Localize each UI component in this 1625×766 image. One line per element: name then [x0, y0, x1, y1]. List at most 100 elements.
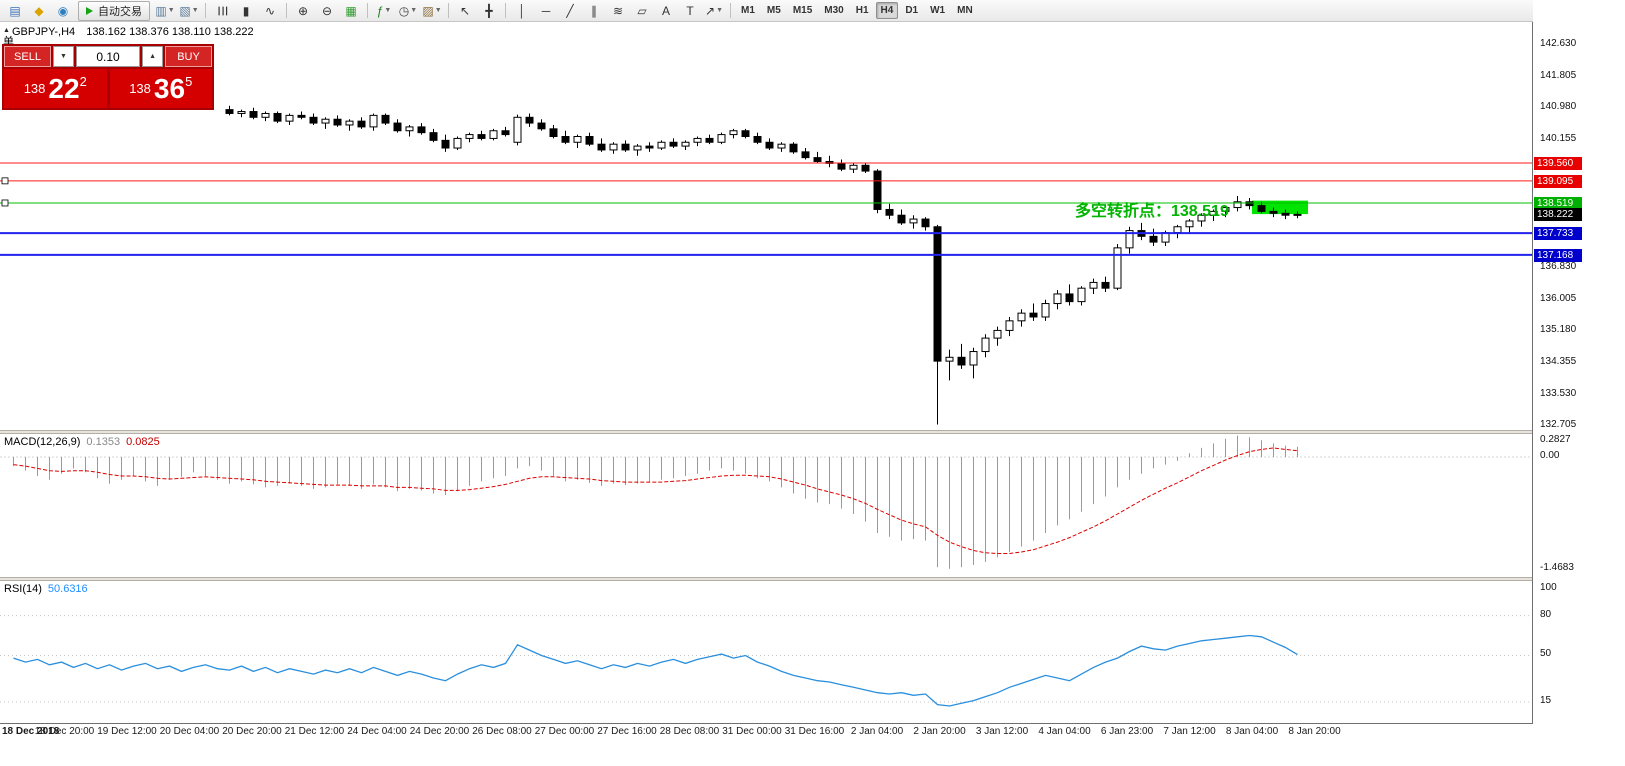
time-axis-label: 19 Dec 12:00 [97, 726, 157, 737]
crosshair-icon: ╋ [485, 3, 493, 18]
time-axis-label: 8 Jan 20:00 [1288, 726, 1341, 737]
timeframe-button-d1[interactable]: D1 [905, 5, 919, 16]
shapes-icon: ▱ [637, 3, 647, 18]
price-axis-label: 136.005 [1540, 292, 1577, 304]
label-icon: T [686, 3, 694, 18]
tile-windows-icon[interactable]: ▦ [340, 1, 362, 21]
toolbar-separator [730, 3, 731, 18]
price-axis-badge: 137.733 [1534, 227, 1582, 241]
price-axis-label: 135.180 [1540, 324, 1577, 336]
candles-chart-icon[interactable]: ▮ [235, 1, 257, 21]
timeframe-button-w1[interactable]: W1 [930, 5, 946, 16]
price-axis-badge: 137.168 [1534, 248, 1582, 262]
price-axis-label: 133.530 [1540, 387, 1577, 399]
price-axis-label: 0.00 [1540, 450, 1560, 461]
timeframe-button-h4[interactable]: H4 [875, 2, 899, 19]
hline-icon[interactable]: ─ [535, 1, 557, 21]
vline-icon: │ [518, 3, 526, 18]
templates-icon: ▨ [422, 3, 434, 18]
bid-prefix: 138 [23, 81, 46, 96]
sell-button[interactable]: SELL [4, 46, 51, 67]
vline-icon[interactable]: │ [511, 1, 533, 21]
timeframe-button-mn[interactable]: MN [957, 5, 973, 16]
arrows-icon[interactable]: ↗ ▼ [703, 1, 725, 21]
autotrading-button[interactable]: 自动交易 [78, 0, 150, 21]
indicators-icon[interactable]: ƒ ▼ [373, 1, 395, 21]
label-icon[interactable]: T [679, 1, 701, 21]
panel-splitter[interactable] [0, 430, 1625, 434]
autotrading-label: 自动交易 [98, 5, 142, 18]
chevron-up-icon: ▲ [149, 53, 156, 60]
toolbar-separator [367, 3, 368, 18]
panel-splitter[interactable] [0, 577, 1625, 581]
chart-ohlc-header: GBPJPY-,H4 138.162 138.376 138.110 138.2… [12, 26, 254, 38]
profiles-icon: ▧ [179, 3, 191, 18]
zoom-out-icon[interactable]: ⊖ [316, 1, 338, 21]
timeframe-button-m5[interactable]: M5 [766, 5, 781, 16]
profiles-icon[interactable]: ▧ ▼ [178, 1, 200, 21]
time-axis-label: 2 Jan 04:00 [850, 726, 904, 737]
trendline-icon: ╱ [566, 3, 574, 18]
timeframe-button-m30[interactable]: M30 [824, 5, 844, 16]
price-axis-badge: 139.560 [1534, 157, 1582, 170]
periods-icon[interactable]: ◷ ▼ [397, 1, 419, 21]
bid-pip-digit: 2 [79, 74, 87, 89]
trendline-icon[interactable]: ╱ [559, 1, 581, 21]
zoom-in-icon[interactable]: ⊕ [292, 1, 314, 21]
timeframe-button-m15[interactable]: M15 [792, 5, 813, 16]
rsi-indicator-canvas[interactable] [0, 581, 1532, 723]
price-axis-label: 132.705 [1540, 419, 1577, 431]
line-chart-icon[interactable]: ∿ [259, 1, 281, 21]
crosshair-icon[interactable]: ╋ [478, 1, 500, 21]
metaeditor-icon[interactable]: ◆ [28, 1, 50, 21]
bars-chart-icon[interactable]: ☰ [211, 1, 233, 21]
sell-price-button[interactable]: 138 22 2 [4, 69, 107, 108]
chevron-down-icon: ▼ [410, 7, 418, 14]
shapes-icon[interactable]: ▱ [631, 1, 653, 21]
community-icon[interactable]: ◉ [52, 1, 74, 21]
time-axis-label: 18 Dec 2018 [2, 726, 60, 737]
play-icon [86, 6, 93, 15]
cursor-icon[interactable]: ↖ [454, 1, 476, 21]
timeframe-button-m1[interactable]: M1 [741, 5, 755, 16]
indicators-icon: ƒ [376, 3, 384, 18]
price-axis[interactable]: 142.630 141.805 140.980 140.155 136.830 136.0… [1533, 0, 1625, 766]
symbol-period-label: GBPJPY-,H4 [12, 26, 76, 38]
price-axis-label: 100 [1540, 582, 1557, 593]
buy-price-button[interactable]: 138 36 5 [109, 69, 212, 108]
channel-icon[interactable]: ∥ [583, 1, 605, 21]
text-icon: A [661, 3, 670, 18]
main-chart-canvas[interactable]: 多空转折点：138.519 [0, 22, 1532, 430]
time-axis-label: 24 Dec 04:00 [347, 726, 407, 737]
templates-icon[interactable]: ▨ ▼ [421, 1, 443, 21]
new-order-icon[interactable]: ▤ [4, 1, 26, 21]
fibonacci-icon[interactable]: ≋ [607, 1, 629, 21]
macd-indicator-canvas[interactable] [0, 434, 1532, 577]
new-order-icon: ▤ [9, 3, 21, 18]
text-icon[interactable]: A [655, 1, 677, 21]
channel-icon: ∥ [591, 3, 597, 18]
volume-input[interactable] [75, 46, 141, 67]
price-axis-label: -1.4683 [1540, 561, 1574, 573]
chevron-down-icon: ▼ [167, 7, 175, 14]
periods-icon: ◷ [398, 3, 410, 18]
price-axis-label: 134.355 [1540, 355, 1577, 367]
hline-icon: ─ [541, 3, 551, 18]
zoom-out-icon: ⊖ [321, 3, 333, 18]
new-chart-icon[interactable]: ▥ ▼ [154, 1, 176, 21]
volume-stepper-up[interactable]: ▲ [142, 46, 163, 67]
cursor-icon: ↖ [459, 3, 471, 18]
price-axis-label: 15 [1540, 694, 1552, 706]
chevron-down-icon: ▼ [434, 7, 442, 14]
timeframe-button-h1[interactable]: H1 [855, 5, 869, 16]
time-axis[interactable]: 18 Dec 2018 18 Dec 20:00 19 Dec 12:00 20 De… [0, 724, 1533, 742]
macd-label: MACD(12,26,9) 0.1353 0.0825 [4, 436, 160, 448]
buy-button[interactable]: BUY [165, 46, 212, 67]
rsi-value: 50.6316 [47, 583, 88, 595]
order-panel-tab[interactable]: 单 [3, 36, 14, 48]
zoom-in-icon: ⊕ [297, 3, 309, 18]
price-axis-label: 141.805 [1540, 69, 1577, 81]
arrows-icon: ↗ [705, 3, 716, 18]
volume-dropdown-button[interactable]: ▼ [53, 46, 74, 67]
price-axis-label: 80 [1540, 608, 1552, 620]
